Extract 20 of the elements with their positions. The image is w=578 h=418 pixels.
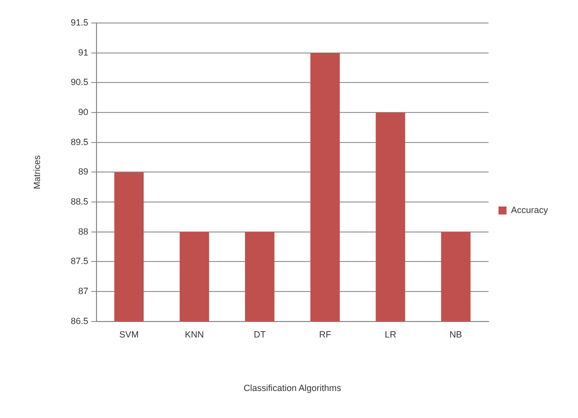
y-tick-label: 89.5	[70, 136, 88, 147]
x-tick-label: NB	[450, 329, 462, 340]
y-tick-label: 90.5	[70, 77, 88, 88]
x-tick-label: LR	[384, 329, 397, 340]
x-tick-label: RF	[319, 329, 332, 340]
x-tick-label: DT	[254, 329, 266, 340]
x-tick-label: SVM	[119, 329, 139, 340]
y-tick-label: 87	[78, 286, 88, 296]
y-tick-label: 89	[78, 166, 88, 177]
y-tick-label: 91.5	[70, 17, 88, 28]
y-tick-label: 91	[78, 47, 88, 58]
legend-label: Accuracy	[510, 204, 548, 215]
y-axis-title: Matrices	[32, 154, 42, 190]
x-tick-label: KNN	[184, 329, 204, 340]
y-tick-label: 88	[78, 226, 88, 236]
x-axis-title: Classification Algorithms	[244, 383, 342, 394]
y-tick-label: 88.5	[70, 196, 88, 207]
y-tick-label: 90	[78, 107, 88, 118]
y-tick-label: 87.5	[70, 256, 88, 266]
y-tick-label: 86.5	[70, 316, 88, 326]
